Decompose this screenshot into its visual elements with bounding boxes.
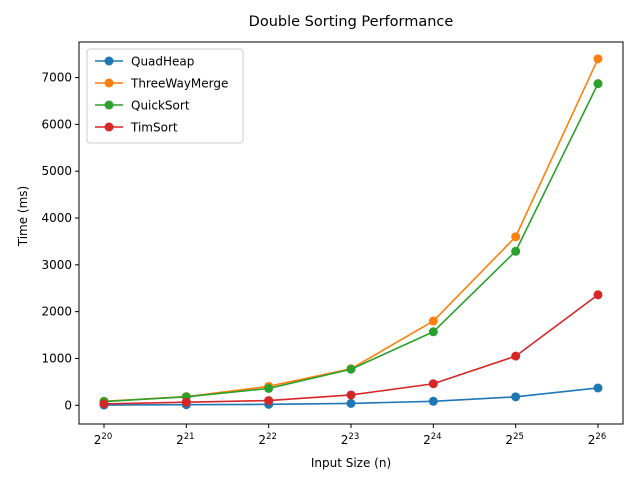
plot-frame (78, 41, 624, 425)
data-point-quicksort (593, 79, 603, 89)
legend-label-threewaymerge: ThreeWayMerge (130, 77, 228, 91)
y-tick-label: 1000 (41, 351, 72, 365)
legend: QuadHeap ThreeWayMerge QuickSort TimSort (86, 48, 244, 144)
data-point-quicksort (428, 327, 438, 337)
x-tick-label: 225 (505, 432, 523, 447)
chart-title: Double Sorting Performance (249, 14, 454, 30)
data-point-quadheap (511, 392, 521, 402)
legend-swatch-marker-timsort (104, 122, 114, 132)
legend-label-quadheap: QuadHeap (131, 55, 194, 69)
x-tick-label: 223 (341, 432, 359, 447)
y-tick-label: 0 (64, 398, 72, 412)
legend-swatch-marker-quicksort (104, 100, 114, 110)
x-tick-label: 226 (588, 432, 606, 447)
data-point-timsort (181, 397, 191, 407)
x-tick-label: 221 (176, 432, 194, 447)
legend-label-timsort: TimSort (130, 121, 178, 135)
data-point-timsort (511, 351, 521, 361)
y-tick-label: 7000 (41, 71, 72, 85)
data-point-timsort (593, 290, 603, 300)
data-point-threewaymerge (593, 54, 603, 64)
y-tick-label: 4000 (41, 211, 72, 225)
y-tick-label: 5000 (41, 164, 72, 178)
data-point-timsort (99, 399, 109, 409)
legend-swatch-marker-quadheap (104, 56, 114, 66)
plot-area: 220 221 222 223 224 225 226 0 1000 2000 3000 4000 50… (41, 54, 606, 447)
y-tick-label: 3000 (41, 258, 72, 272)
data-point-threewaymerge (511, 232, 521, 242)
data-point-quadheap (346, 398, 356, 408)
data-point-quicksort (264, 383, 274, 393)
legend-label-quicksort: QuickSort (131, 99, 190, 113)
data-point-quicksort (511, 246, 521, 256)
y-axis-label: Time (ms) (16, 186, 30, 248)
legend-swatch-marker-threewaymerge (104, 78, 114, 88)
x-tick-label: 222 (258, 432, 276, 447)
y-tick-label: 6000 (41, 117, 72, 131)
data-point-timsort (264, 396, 274, 406)
y-tick-label: 2000 (41, 305, 72, 319)
data-point-timsort (428, 379, 438, 389)
data-point-quicksort (346, 364, 356, 374)
legend-box (86, 48, 244, 144)
data-point-threewaymerge (428, 316, 438, 326)
data-point-timsort (346, 390, 356, 400)
x-axis-label: Input Size (n) (311, 456, 391, 470)
x-tick-label: 220 (94, 432, 112, 447)
x-tick-label: 224 (423, 432, 441, 447)
data-point-quadheap (428, 396, 438, 406)
data-point-quadheap (593, 383, 603, 393)
